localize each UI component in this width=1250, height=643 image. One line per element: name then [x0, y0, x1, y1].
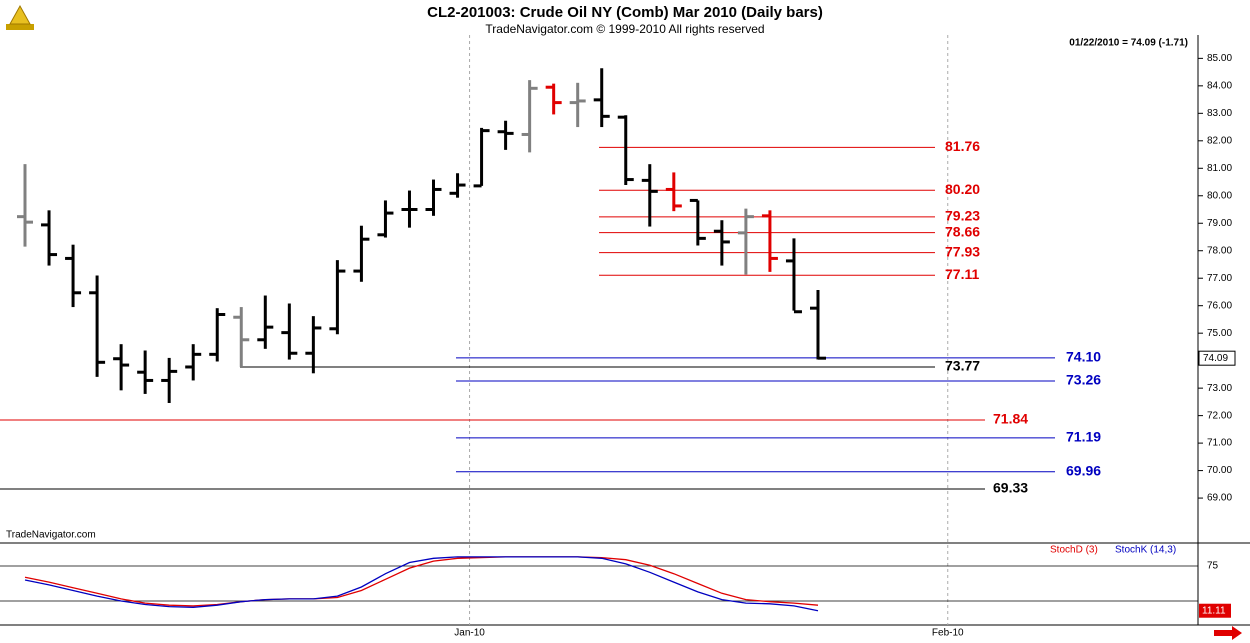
level-label: 73.77 — [945, 358, 980, 374]
level-label: 69.33 — [993, 480, 1028, 496]
y-tick-label: 72.00 — [1207, 410, 1232, 421]
y-tick-label: 70.00 — [1207, 465, 1232, 476]
y-tick-label: 80.00 — [1207, 190, 1232, 201]
y-tick-label: 73.00 — [1207, 383, 1232, 394]
y-tick-label: 78.00 — [1207, 245, 1232, 256]
y-tick-label: 69.00 — [1207, 493, 1232, 504]
stoch-line — [24, 556, 819, 607]
chart-subtitle: TradeNavigator.com © 1999-2010 All right… — [485, 22, 764, 36]
y-tick-label: 79.00 — [1207, 218, 1232, 229]
level-label: 77.11 — [945, 266, 979, 282]
level-label: 74.10 — [1066, 349, 1101, 365]
y-tick-label: 75 — [1207, 561, 1219, 572]
y-tick-label: 83.00 — [1207, 108, 1232, 119]
y-tick-label: 82.00 — [1207, 135, 1232, 146]
level-label: 71.19 — [1066, 429, 1101, 445]
price-info: 01/22/2010 = 74.09 (-1.71) — [1069, 38, 1188, 49]
level-label: 78.66 — [945, 223, 980, 239]
level-label: 77.93 — [945, 243, 980, 259]
stoch-line — [24, 556, 819, 612]
y-tick-label: 71.00 — [1207, 438, 1232, 449]
y-tick-label: 76.00 — [1207, 300, 1232, 311]
last-stoch-tag — [1199, 603, 1231, 618]
watermark: TradeNavigator.com — [6, 530, 96, 541]
last-stoch-label: 11.11 — [1202, 605, 1226, 616]
y-tick-label: 77.00 — [1207, 273, 1232, 284]
level-label: 80.20 — [945, 181, 980, 197]
level-label: 71.84 — [993, 411, 1028, 427]
legend-entry: StochK (14,3) — [1115, 545, 1176, 556]
x-tick-label: Feb-10 — [932, 628, 964, 639]
level-label: 81.76 — [945, 138, 980, 154]
logo — [6, 4, 34, 30]
legend-entry: StochD (3) — [1050, 545, 1098, 556]
last-price-label: 74.09 — [1203, 353, 1228, 364]
y-tick-label: 75.00 — [1207, 328, 1232, 339]
y-tick-label: 81.00 — [1207, 163, 1232, 174]
y-tick-label: 84.00 — [1207, 80, 1232, 91]
scroll-arrow[interactable] — [1214, 626, 1242, 640]
level-label: 73.26 — [1066, 372, 1101, 388]
level-label: 69.96 — [1066, 462, 1101, 478]
x-tick-label: Jan-10 — [454, 628, 485, 639]
last-price-tag — [1198, 350, 1236, 366]
level-label: 79.23 — [945, 208, 980, 224]
chart-title: CL2-201003: Crude Oil NY (Comb) Mar 2010… — [427, 4, 823, 21]
y-tick-label: 85.00 — [1207, 53, 1232, 64]
